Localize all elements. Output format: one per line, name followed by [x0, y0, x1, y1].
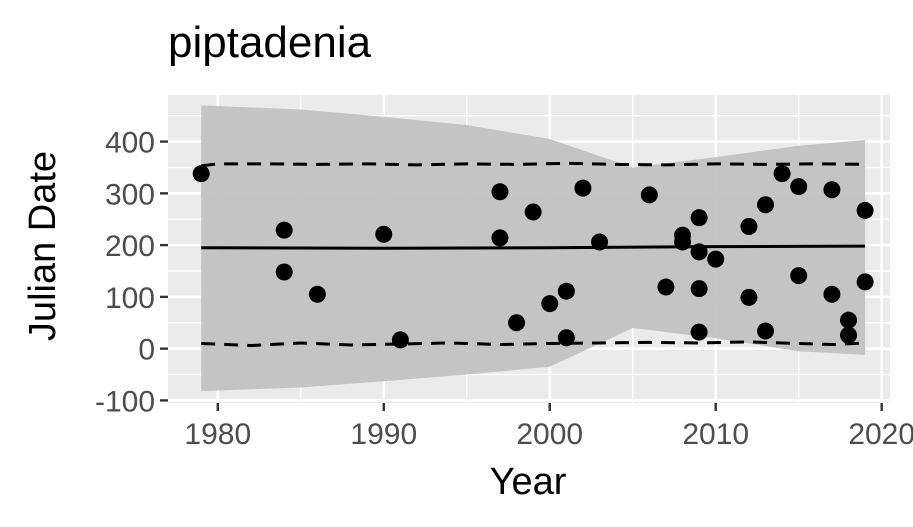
x-tick-label: 2000 [516, 418, 583, 451]
data-point [707, 250, 725, 268]
data-points [192, 165, 874, 349]
data-point [740, 288, 758, 306]
data-point [557, 282, 575, 300]
x-axis-label: Year [490, 461, 567, 503]
data-point [275, 263, 293, 281]
data-point [640, 186, 658, 204]
dashed-lower-line [201, 340, 866, 348]
data-point [690, 209, 708, 227]
trend-line [201, 244, 866, 250]
y-tick-label: 0 [138, 334, 155, 367]
y-tick-label: 200 [105, 230, 155, 263]
data-point [757, 196, 775, 214]
data-point [856, 201, 874, 219]
data-point [823, 285, 841, 303]
data-point [192, 165, 210, 183]
data-point [541, 295, 559, 313]
data-point [840, 326, 858, 344]
x-tick-label: 2020 [848, 418, 913, 451]
y-tick-label: 100 [105, 282, 155, 315]
data-point [375, 225, 393, 243]
x-tick-label: 1980 [184, 418, 251, 451]
x-axis-ticks: 1980 1990 2000 2010 2020 [184, 403, 913, 451]
data-point [790, 267, 808, 285]
chart-title: piptadenia [168, 18, 372, 67]
y-axis-ticks: -100 0 100 200 300 400 [95, 127, 168, 418]
data-point [674, 233, 692, 251]
y-tick-label: 300 [105, 178, 155, 211]
data-point [773, 165, 791, 183]
data-point [790, 178, 808, 196]
data-point [508, 314, 526, 332]
data-point [657, 278, 675, 296]
y-tick-label: -100 [95, 385, 155, 418]
data-point [524, 203, 542, 221]
data-point [823, 181, 841, 199]
x-tick-label: 1990 [350, 418, 417, 451]
y-axis-label: Julian Date [22, 151, 64, 341]
y-tick-label: 400 [105, 127, 155, 160]
data-point [840, 311, 858, 329]
data-point [690, 243, 708, 261]
data-point [757, 322, 775, 340]
data-point [491, 229, 509, 247]
x-tick-label: 2010 [682, 418, 749, 451]
data-point [690, 280, 708, 298]
data-point [275, 221, 293, 239]
data-point [740, 217, 758, 235]
data-point [391, 331, 409, 349]
data-point [690, 323, 708, 341]
data-point [557, 329, 575, 347]
data-point [491, 183, 509, 201]
data-point [856, 273, 874, 291]
data-point [591, 233, 609, 251]
data-point [574, 179, 592, 197]
data-point [308, 285, 326, 303]
